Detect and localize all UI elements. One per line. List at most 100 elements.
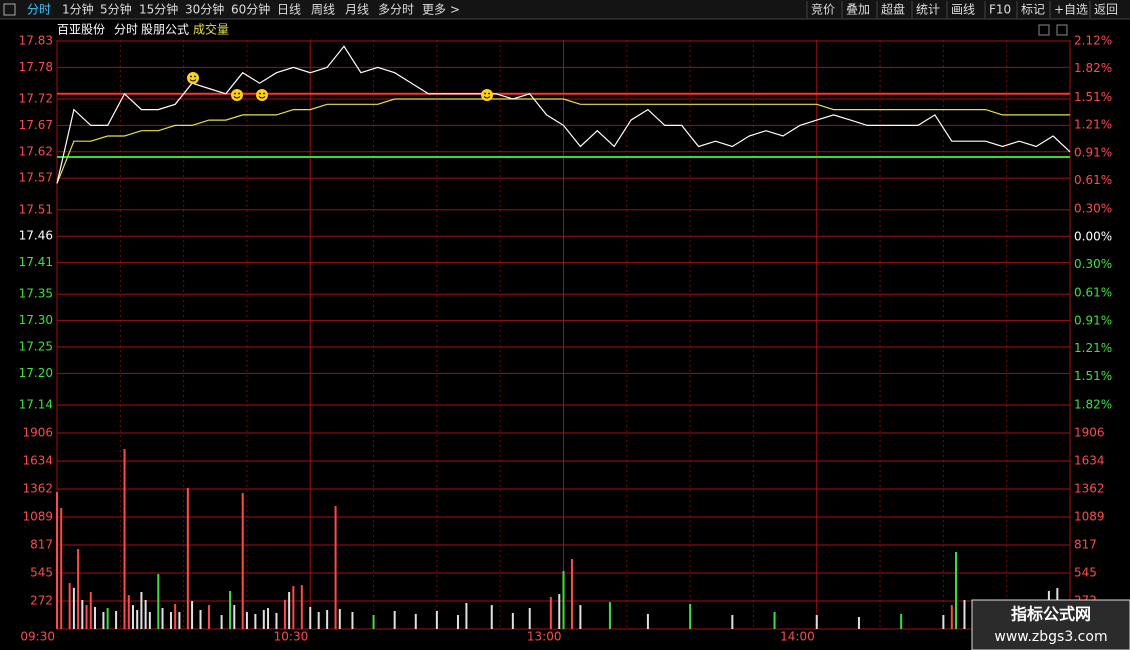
volume-bar xyxy=(85,605,88,629)
volume-bar xyxy=(127,595,130,629)
y2-tick-label: 1.82% xyxy=(1074,398,1112,412)
toolbar-button[interactable]: 统计 xyxy=(916,3,940,17)
y-tick-label: 1634 xyxy=(22,453,53,467)
volume-bar xyxy=(131,605,134,629)
signal-icon xyxy=(256,89,268,101)
volume-bar xyxy=(309,606,312,629)
signal-icon xyxy=(231,89,243,101)
volume-bar xyxy=(646,613,649,629)
volume-bar xyxy=(262,609,265,629)
y2-tick-label: 0.91% xyxy=(1074,145,1112,159)
volume-bar xyxy=(60,508,63,629)
volume-bar xyxy=(115,611,118,629)
toolbar-tab[interactable]: 月线 xyxy=(345,3,369,17)
volume-bar xyxy=(562,571,565,629)
volume-bar xyxy=(191,601,194,629)
volume-bar xyxy=(950,605,953,629)
y-tick-label: 17.62 xyxy=(19,144,53,158)
toolbar-button[interactable]: 画线 xyxy=(951,3,975,17)
toolbar-tab[interactable]: 日线 xyxy=(277,3,301,17)
toolbar-tab[interactable]: 30分钟 xyxy=(185,2,224,17)
y2-tick-label: 1.51% xyxy=(1074,90,1112,104)
volume-bar xyxy=(456,615,459,629)
y2-tick-label: 1362 xyxy=(1074,481,1105,495)
y2-tick-label: 1.51% xyxy=(1074,369,1112,383)
volume-bar xyxy=(241,493,244,629)
volume-bar xyxy=(93,606,96,629)
y2-tick-label: 0.61% xyxy=(1074,173,1112,187)
y-tick-label: 17.30 xyxy=(19,313,53,327)
volume-bar xyxy=(102,612,105,629)
y-tick-label: 17.83 xyxy=(19,34,53,48)
volume-bar xyxy=(815,615,818,629)
y-tick-label: 17.57 xyxy=(19,171,53,185)
volume-bar xyxy=(245,612,248,629)
y-tick-label: 17.25 xyxy=(19,339,53,353)
y2-tick-label: 0.00% xyxy=(1074,229,1112,243)
toolbar-button[interactable]: 返回 xyxy=(1094,3,1118,17)
signals xyxy=(187,72,493,101)
volume-bar xyxy=(558,594,561,629)
toolbar-tab[interactable]: 5分钟 xyxy=(100,2,132,17)
y2-tick-label: 0.61% xyxy=(1074,286,1112,300)
panel-button[interactable] xyxy=(1056,24,1068,36)
volume-bar xyxy=(334,506,337,629)
toolbar-tab[interactable]: 周线 xyxy=(311,3,335,17)
volume-bar xyxy=(123,449,126,629)
y-tick-label: 17.46 xyxy=(19,229,53,243)
volume-bar xyxy=(72,587,75,629)
watermark-box xyxy=(971,599,1130,650)
volume-bar xyxy=(81,600,84,629)
toolbar-tab[interactable]: 60分钟 xyxy=(231,2,270,17)
signal-icon xyxy=(481,89,493,101)
volume-bar xyxy=(56,492,58,629)
volume-bar xyxy=(608,602,611,629)
volume-bar xyxy=(326,609,329,629)
toolbar-button[interactable]: 标记 xyxy=(1021,3,1045,17)
volume-bar xyxy=(144,600,147,629)
toolbar-tab[interactable]: 更多 > xyxy=(422,3,460,17)
y-tick-label: 17.51 xyxy=(19,202,53,216)
y2-tick-label: 1.21% xyxy=(1074,118,1112,132)
y2-tick-label: 1.21% xyxy=(1074,341,1112,355)
volume-bar xyxy=(317,612,320,629)
toolbar-button[interactable]: +自选 xyxy=(1054,3,1088,17)
toolbar-tab[interactable]: 1分钟 xyxy=(62,2,94,17)
volume-bar xyxy=(267,608,270,629)
y2-tick-label: 1634 xyxy=(1074,453,1105,467)
toolbar-tab[interactable]: 分时 xyxy=(27,3,51,17)
volume-bar xyxy=(254,613,257,629)
y-tick-label: 17.35 xyxy=(19,287,53,301)
toolbar-button[interactable]: 超盘 xyxy=(881,2,905,17)
y2-tick-label: 817 xyxy=(1074,537,1097,551)
y2-tick-label: 1089 xyxy=(1074,510,1105,524)
menu-icon[interactable] xyxy=(3,3,16,16)
toolbar-tab[interactable]: 15分钟 xyxy=(139,2,178,17)
volume-bar xyxy=(689,604,692,629)
toolbar-button[interactable]: F10 xyxy=(989,3,1011,17)
volume-bar xyxy=(338,609,341,629)
toolbar-button[interactable]: 叠加 xyxy=(846,3,870,17)
volume-bar xyxy=(465,602,468,629)
volume-bar xyxy=(207,605,210,629)
toolbar-button[interactable]: 竞价 xyxy=(811,3,835,17)
volume-bar xyxy=(288,591,291,629)
volume-bar xyxy=(174,604,177,629)
volume-bar xyxy=(963,600,966,629)
y-tick-label: 817 xyxy=(30,537,53,551)
volume-bar xyxy=(292,586,295,629)
toolbar-items: 分时 1分钟 5分钟 15分钟 30分钟 60分钟 日线 周线 月线 多分时 更多 > 竞价 叠加 超盘统… xyxy=(27,1,1118,18)
volume-bar xyxy=(77,548,80,629)
toolbar xyxy=(0,0,1130,19)
volume-bar xyxy=(528,608,531,629)
price-line xyxy=(56,98,1070,184)
volume-bar xyxy=(220,615,223,629)
panel-button[interactable] xyxy=(1038,24,1050,36)
volume-bar xyxy=(136,609,139,629)
volume-bar xyxy=(773,612,776,629)
volume-bar xyxy=(300,585,303,629)
y-tick-label: 17.20 xyxy=(19,366,53,380)
toolbar-tab[interactable]: 多分时 xyxy=(378,3,414,17)
y-tick-label: 17.72 xyxy=(19,92,53,106)
